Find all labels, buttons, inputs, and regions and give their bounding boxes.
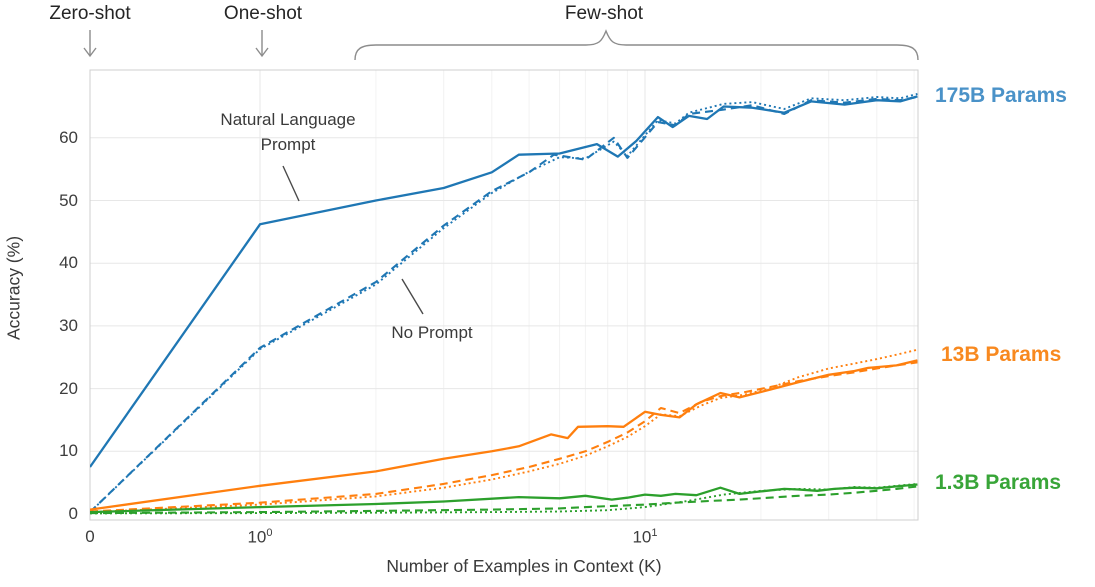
nl-prompt-leader-line [282, 165, 300, 202]
annotation-nl-prompt-line1: Natural Language [220, 110, 356, 129]
series-line-13b-dashed [90, 361, 918, 513]
annotation-natural-language-prompt: Natural Language Prompt [220, 108, 355, 157]
series-label-1-3b-params: 1.3B Params [935, 471, 1062, 494]
series-lines [90, 92, 918, 515]
series-line-13b-solid [90, 359, 918, 511]
series-label-175b-params: 175B Params [935, 84, 1067, 107]
y-tick-label-50: 50 [59, 190, 78, 210]
region-label-few-shot: Few-shot [564, 3, 644, 24]
y-tick-label-40: 40 [59, 253, 78, 273]
x-tick-label-10e0: 100 [247, 527, 273, 547]
region-label-zero-shot: Zero-shot [49, 3, 131, 24]
y-tick-label-10: 10 [59, 441, 78, 461]
y-axis-label: Accuracy (%) [3, 235, 24, 341]
gridlines [90, 70, 918, 520]
series-line-1-3b-dashed [90, 485, 918, 515]
y-tick-label-30: 30 [59, 315, 78, 335]
annotation-nl-prompt-line2: Prompt [260, 134, 316, 154]
plot-border [89, 69, 919, 521]
series-label-13b-params: 13B Params [941, 343, 1062, 366]
region-label-one-shot: One-shot [223, 3, 303, 24]
series-line-175b-dotted [90, 92, 918, 513]
zero-shot-arrow-icon [83, 30, 97, 58]
series-line-13b-dotted [90, 348, 918, 514]
series-line-175b-dashed [90, 95, 918, 513]
series-line-1-3b-solid [90, 483, 918, 514]
y-tick-label-20: 20 [59, 378, 78, 398]
x-tick-label-10e1: 101 [632, 527, 658, 547]
one-shot-arrow-icon [255, 30, 269, 58]
x-axis-label: Number of Examples in Context (K) [386, 556, 662, 576]
y-tick-label-0: 0 [68, 504, 78, 523]
no-prompt-leader-line [401, 278, 424, 315]
annotation-no-prompt: No Prompt [391, 323, 473, 342]
y-tick-label-60: 60 [59, 127, 78, 147]
series-line-175b-solid [90, 95, 918, 468]
few-shot-brace-icon [354, 29, 919, 61]
x-tick-label-0: 0 [85, 527, 95, 546]
